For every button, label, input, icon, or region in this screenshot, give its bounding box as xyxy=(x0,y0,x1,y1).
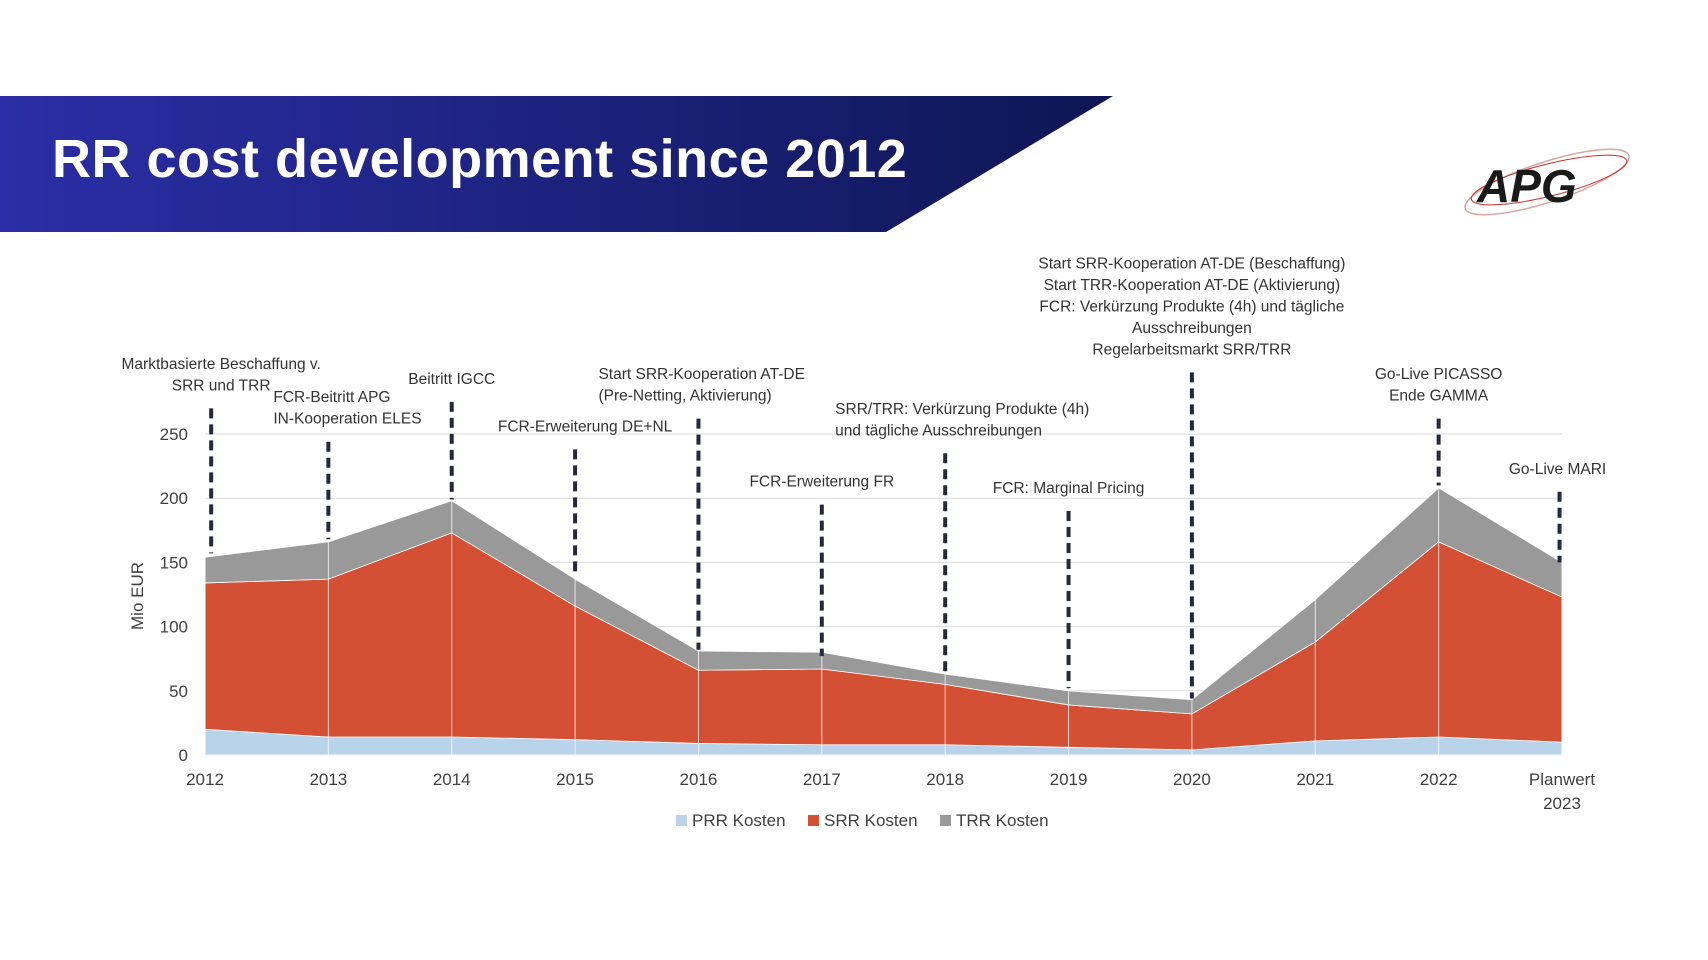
x-tick-label: 2017 xyxy=(803,770,841,789)
y-ticks: 0 50 100 150 200 250 xyxy=(160,425,188,765)
x-tick-label: 2014 xyxy=(433,770,471,789)
y-axis-label: Mio EUR xyxy=(128,562,147,630)
annotation-line: Go-Live MARI xyxy=(1509,461,1606,478)
year-separators xyxy=(204,487,1563,755)
y-tick-label: 0 xyxy=(179,746,188,765)
apg-logo: APG xyxy=(1455,140,1635,230)
legend-swatch xyxy=(676,815,687,826)
annotation-line: IN-Kooperation ELES xyxy=(273,411,421,428)
annotation-line: FCR: Marginal Pricing xyxy=(993,480,1145,497)
x-tick-label: 2020 xyxy=(1173,770,1211,789)
annotation-line: SRR/TRR: Verkürzung Produkte (4h) xyxy=(835,401,1089,418)
annotation-label: Start SRR-Kooperation AT-DE (Beschaffung… xyxy=(1038,255,1345,358)
annotation-label: FCR-Erweiterung FR xyxy=(749,474,894,491)
legend-label: TRR Kosten xyxy=(956,811,1049,830)
x-ticks: 2012 2013 2014 2015 2016 2017 2018 2019 2020 2021… xyxy=(186,770,1595,813)
y-tick-label: 250 xyxy=(160,425,188,444)
x-tick-label: 2019 xyxy=(1050,770,1088,789)
annotation-line: FCR-Erweiterung DE+NL xyxy=(498,418,673,435)
annotation-label: Beitritt IGCC xyxy=(408,371,495,388)
legend-swatch xyxy=(940,815,951,826)
y-tick-label: 100 xyxy=(160,618,188,637)
annotation-label: SRR/TRR: Verkürzung Produkte (4h) und täg… xyxy=(835,401,1089,440)
annotations: Marktbasierte Beschaffung v. SRR und TRRF… xyxy=(122,255,1606,699)
annotation-line: Start TRR-Kooperation AT-DE (Aktivierung… xyxy=(1044,277,1341,294)
annotation-label: Marktbasierte Beschaffung v. SRR und TRR xyxy=(122,356,321,395)
x-tick-label: 2013 xyxy=(309,770,347,789)
annotation-line: Start SRR-Kooperation AT-DE (Beschaffung… xyxy=(1038,255,1345,272)
legend-swatch xyxy=(808,815,819,826)
annotation-line: (Pre-Netting, Aktivierung) xyxy=(598,388,771,405)
annotation-label: FCR-Beitritt APG IN-Kooperation ELES xyxy=(273,389,421,428)
annotation-label: FCR-Erweiterung DE+NL xyxy=(498,418,673,435)
title-banner xyxy=(0,96,1115,232)
annotation-line: und tägliche Ausschreibungen xyxy=(835,422,1042,439)
x-tick-label: Planwert 2023 xyxy=(1529,770,1595,813)
annotation-label: Start SRR-Kooperation AT-DE (Pre-Netting,… xyxy=(598,366,804,405)
annotation-label: Go-Live MARI xyxy=(1509,461,1606,478)
x-tick-label: 2015 xyxy=(556,770,594,789)
legend-label: SRR Kosten xyxy=(824,811,918,830)
legend: PRR Kosten SRR Kosten TRR Kosten xyxy=(676,811,1049,830)
slide-title: RR cost development since 2012 xyxy=(52,129,908,189)
annotation-line: Go-Live PICASSO xyxy=(1375,366,1503,383)
annotation-line: Start SRR-Kooperation AT-DE xyxy=(598,366,804,383)
legend-label: PRR Kosten xyxy=(692,811,786,830)
svg-text:APG: APG xyxy=(1476,160,1577,212)
annotation-line: FCR: Verkürzung Produkte (4h) und täglic… xyxy=(1039,298,1344,315)
y-tick-label: 50 xyxy=(169,682,188,701)
annotation-label: Go-Live PICASSO Ende GAMMA xyxy=(1375,366,1503,405)
annotation-line: FCR-Erweiterung FR xyxy=(749,474,894,491)
annotation-line: Ausschreibungen xyxy=(1132,320,1252,337)
area-series xyxy=(204,487,1563,756)
y-tick-label: 200 xyxy=(160,489,188,508)
annotation-line: Ende GAMMA xyxy=(1389,388,1489,405)
annotation-line: Regelarbeitsmarkt SRR/TRR xyxy=(1092,341,1291,358)
annotation-line: FCR-Beitritt APG xyxy=(273,389,390,406)
y-tick-label: 150 xyxy=(160,553,188,572)
annotation-line: Marktbasierte Beschaffung v. xyxy=(122,356,321,373)
x-tick-label: 2012 xyxy=(186,770,224,789)
x-tick-label: 2021 xyxy=(1296,770,1334,789)
x-tick-label: 2022 xyxy=(1420,770,1458,789)
annotation-line: SRR und TRR xyxy=(172,377,271,394)
x-tick-label: 2018 xyxy=(926,770,964,789)
annotation-label: FCR: Marginal Pricing xyxy=(993,480,1145,497)
annotation-line: Beitritt IGCC xyxy=(408,371,495,388)
x-tick-label: 2016 xyxy=(680,770,718,789)
